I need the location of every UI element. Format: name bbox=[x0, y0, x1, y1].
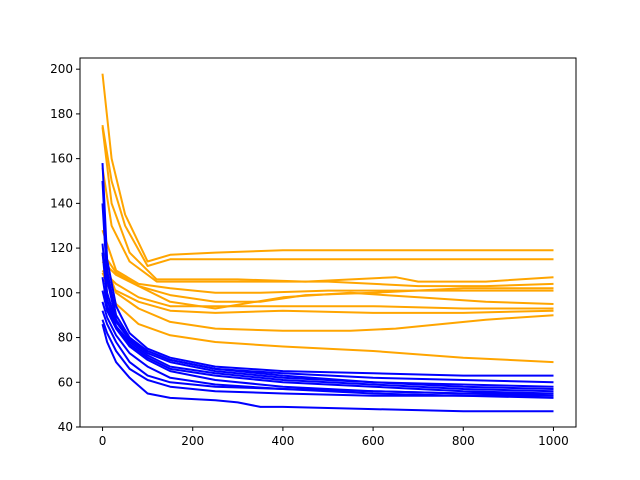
series-line-blue-19 bbox=[101, 301, 554, 399]
y-tick-label: 160 bbox=[50, 152, 73, 166]
series-line-orange-9 bbox=[101, 278, 554, 314]
y-axis-ticks: 40 60 80 100 120 140 160 180 200 bbox=[50, 62, 80, 434]
y-tick-label: 140 bbox=[50, 196, 73, 210]
series-line-blue-15 bbox=[101, 243, 554, 390]
series-line-blue-22 bbox=[101, 323, 554, 413]
y-tick-label: 80 bbox=[58, 331, 73, 345]
series-line-blue-21 bbox=[101, 319, 554, 397]
series-line-blue-20 bbox=[101, 310, 554, 395]
series-line-blue-12 bbox=[101, 163, 554, 377]
y-tick-label: 100 bbox=[50, 286, 73, 300]
y-tick-label: 200 bbox=[50, 62, 73, 76]
x-axis-ticks: 0 200 400 600 800 1000 bbox=[99, 427, 569, 448]
series-line-blue-17 bbox=[101, 277, 554, 395]
series-line-orange-1 bbox=[101, 73, 554, 263]
series-line-orange-7 bbox=[101, 252, 554, 310]
x-tick-label: 600 bbox=[362, 434, 385, 448]
series-line-orange-2 bbox=[101, 124, 554, 267]
x-tick-label: 400 bbox=[271, 434, 294, 448]
x-tick-label: 200 bbox=[181, 434, 204, 448]
series-line-orange-10 bbox=[101, 254, 554, 332]
series-line-orange-8 bbox=[101, 269, 554, 310]
series-line-orange-4 bbox=[101, 167, 554, 288]
series-line-orange-11 bbox=[101, 272, 554, 364]
y-tick-label: 180 bbox=[50, 107, 73, 121]
x-tick-label: 0 bbox=[99, 434, 107, 448]
x-tick-label: 800 bbox=[452, 434, 475, 448]
series-layer bbox=[101, 73, 554, 413]
plot-area-frame bbox=[79, 57, 577, 428]
y-tick-label: 120 bbox=[50, 241, 73, 255]
y-tick-label: 60 bbox=[58, 375, 73, 389]
series-line-orange-3 bbox=[101, 127, 554, 283]
x-tick-label: 1000 bbox=[538, 434, 569, 448]
y-tick-label: 40 bbox=[58, 420, 73, 434]
